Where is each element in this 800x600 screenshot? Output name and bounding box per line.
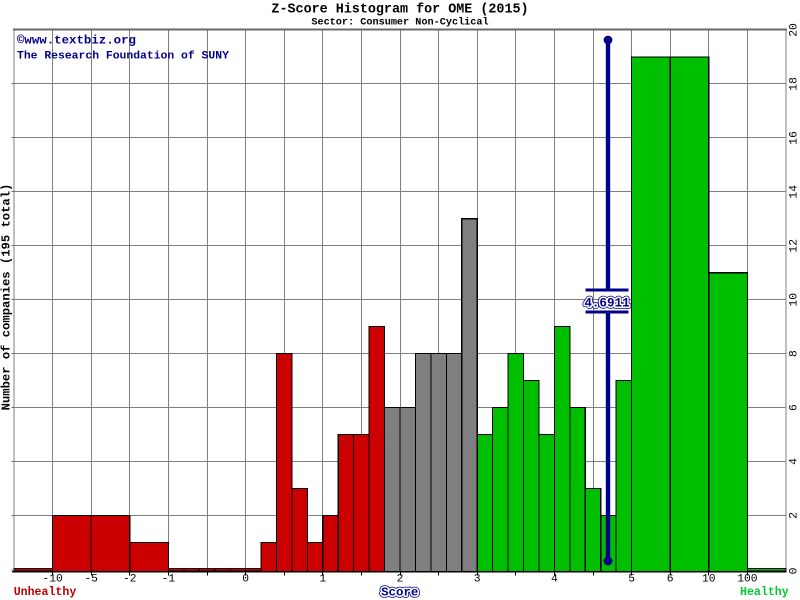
svg-text:-2: -2 xyxy=(123,574,137,586)
svg-text:4: 4 xyxy=(551,574,558,586)
svg-text:-1: -1 xyxy=(162,574,176,586)
svg-text:18: 18 xyxy=(789,77,800,91)
svg-text:4: 4 xyxy=(789,458,800,465)
svg-text:16: 16 xyxy=(789,131,800,145)
svg-text:4.6911: 4.6911 xyxy=(584,296,630,310)
svg-text:4.6911: 4.6911 xyxy=(584,296,630,310)
svg-text:2: 2 xyxy=(397,574,404,586)
svg-text:Healthy: Healthy xyxy=(740,586,789,599)
svg-text:-5: -5 xyxy=(84,574,98,586)
svg-text:6: 6 xyxy=(789,404,800,411)
svg-text:20: 20 xyxy=(789,23,800,37)
svg-text:Z-Score Histogram for OME (201: Z-Score Histogram for OME (2015) xyxy=(271,3,528,18)
svg-text:8: 8 xyxy=(789,350,800,357)
svg-text:6: 6 xyxy=(667,574,674,586)
svg-text:Sector: Consumer Non-Cyclical: Sector: Consumer Non-Cyclical xyxy=(311,16,488,28)
svg-text:10: 10 xyxy=(702,574,716,586)
svg-text:0: 0 xyxy=(789,567,800,574)
svg-text:3: 3 xyxy=(474,574,481,586)
svg-text:1: 1 xyxy=(319,574,326,586)
svg-text:Unhealthy: Unhealthy xyxy=(14,586,77,599)
svg-text:5: 5 xyxy=(628,574,635,586)
svg-text:10: 10 xyxy=(789,293,800,307)
svg-text:Score: Score xyxy=(381,585,418,599)
svg-text:©www.textbiz.org: ©www.textbiz.org xyxy=(17,33,136,47)
svg-text:Number of companies (195 total: Number of companies (195 total) xyxy=(0,184,14,411)
svg-text:Score: Score xyxy=(381,585,418,599)
svg-text:4.6911: 4.6911 xyxy=(584,296,630,310)
svg-text:-10: -10 xyxy=(42,574,63,586)
svg-text:The Research Foundation of SUN: The Research Foundation of SUNY xyxy=(17,51,229,63)
svg-text:100: 100 xyxy=(737,574,758,586)
svg-text:2: 2 xyxy=(789,512,800,519)
svg-text:12: 12 xyxy=(789,239,800,253)
svg-text:Score: Score xyxy=(381,585,418,599)
svg-text:14: 14 xyxy=(789,185,800,199)
svg-text:0: 0 xyxy=(242,574,249,586)
